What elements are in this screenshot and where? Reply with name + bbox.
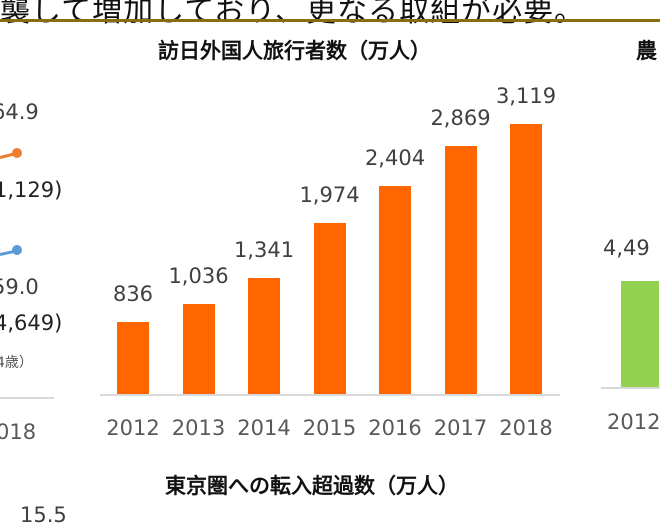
right-chart-title: 農 [636, 39, 657, 63]
bar-label: 3,119 [495, 84, 557, 108]
bar-2017 [444, 145, 477, 394]
bottom-chart-title: 東京圏への転入超過数（万人） [165, 474, 459, 498]
x-tick: 2018 [499, 416, 553, 440]
bar-label: 1,036 [168, 264, 229, 289]
x-tick: 2013 [171, 416, 226, 440]
bar-2018 [510, 124, 542, 394]
right-axis [601, 387, 660, 389]
x-tick: 2015 [302, 416, 357, 440]
left-axis [0, 397, 54, 399]
left-value-bottom-sub: 4,649) [0, 311, 63, 335]
x-axis [100, 394, 560, 396]
left-point-blue [12, 245, 22, 255]
right-value: 4,49 [603, 236, 650, 260]
page-headline: 襲して増加しており、更なる取組が必要。 [0, 0, 586, 29]
right-year: 2012 [607, 410, 660, 434]
bar-2012 [117, 321, 149, 394]
x-tick: 2012 [106, 416, 160, 440]
left-point-orange [12, 148, 22, 158]
bar-label: 2,869 [430, 105, 491, 130]
headline-divider [0, 19, 660, 22]
bar-2014 [248, 277, 280, 394]
bar-2016 [379, 185, 411, 394]
left-value-bottom: 59.0 [0, 275, 39, 299]
bar-label: 836 [112, 281, 154, 306]
left-value-top: 64.9 [0, 100, 39, 124]
bar-label: 1,974 [299, 183, 360, 208]
bar-2013 [182, 304, 215, 394]
right-bar-2012 [621, 281, 659, 388]
left-note: 4歳） [0, 355, 33, 371]
bar-label: 2,404 [364, 145, 426, 170]
chart-title: 訪日外国人旅行者数（万人） [158, 39, 431, 63]
x-tick: 2017 [433, 416, 488, 440]
bar-label: 1,341 [233, 237, 295, 262]
bottom-value: 15.5 [20, 503, 67, 527]
x-tick: 2016 [368, 416, 422, 440]
x-tick: 2014 [237, 416, 291, 440]
left-value-top-sub: 1,129) [0, 178, 63, 202]
bar-2015 [313, 223, 346, 394]
left-year: 018 [0, 420, 37, 444]
